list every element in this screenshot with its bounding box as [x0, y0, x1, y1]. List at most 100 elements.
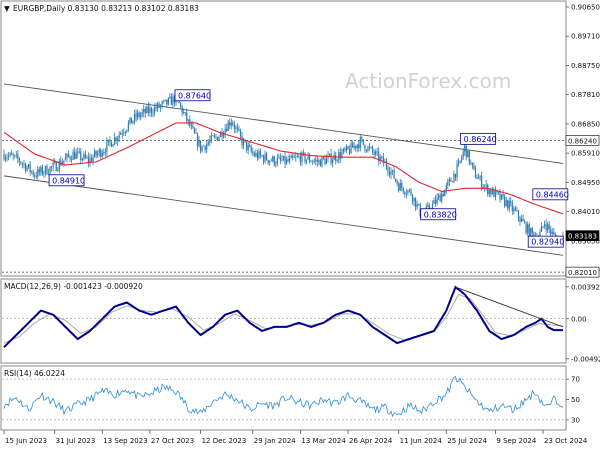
candle-body: [95, 150, 97, 156]
candle-body: [110, 142, 113, 147]
candle-body: [547, 224, 549, 231]
candle-body: [44, 166, 47, 173]
candle-body: [528, 224, 530, 238]
x-tick-label: 15 Jun 2023: [5, 437, 47, 445]
candle-body: [479, 176, 481, 178]
candle-body: [242, 139, 245, 146]
candle-body: [405, 193, 407, 195]
candle-body: [507, 200, 509, 209]
candle-body: [356, 144, 358, 149]
candle-body: [74, 151, 76, 159]
candle-body: [41, 167, 43, 175]
candle-body: [267, 160, 269, 163]
candle-body: [321, 157, 323, 167]
symbol-header: EURGBP,Daily 0.83130 0.83213 0.83102 0.8…: [13, 4, 199, 13]
candle-body: [385, 161, 387, 168]
candle-body: [318, 160, 320, 162]
candle-body: [184, 112, 186, 113]
x-tick-label: 13 Mar 2024: [301, 437, 346, 445]
candle-body: [72, 151, 74, 160]
candle-body: [285, 159, 288, 164]
candle-body: [256, 152, 258, 159]
candle-body: [442, 194, 444, 196]
candle-body: [500, 194, 503, 200]
candle-body: [499, 192, 501, 200]
macd-layer: 0.003928 0.00 -0.004929: [2, 283, 600, 363]
price-annotation: 0.83820: [420, 208, 457, 221]
candle-body: [246, 141, 248, 151]
candle-body: [155, 107, 157, 109]
candle-body: [465, 145, 467, 158]
candle-body: [362, 139, 364, 145]
candle-body: [533, 232, 535, 239]
candle-body: [34, 175, 36, 177]
rsi-y-tick-label: 30: [571, 416, 580, 424]
candle-body: [464, 145, 466, 152]
candle-body: [163, 100, 165, 102]
candle-body: [192, 125, 194, 128]
candle-body: [37, 169, 39, 177]
price-annotation: 0.86240: [460, 132, 497, 145]
candle-body: [233, 124, 235, 129]
candle-body: [115, 137, 117, 141]
candle-body: [94, 150, 96, 157]
price-level-label: 0.83183: [568, 233, 597, 241]
candle-body: [508, 200, 510, 209]
x-tick-label: 27 Oct 2023: [151, 437, 194, 445]
candle-body: [51, 166, 53, 168]
candle-body: [241, 136, 243, 146]
candle-body: [212, 135, 214, 137]
candle-body: [388, 171, 391, 175]
candle-body: [250, 146, 252, 152]
candle-body: [86, 157, 88, 158]
candle-body: [345, 146, 348, 151]
candle-body: [416, 204, 418, 208]
candle-body: [230, 122, 232, 126]
candle-body: [14, 155, 16, 156]
candle-body: [203, 145, 205, 147]
candle-body: [414, 197, 417, 208]
candle-body: [124, 131, 126, 133]
candle-body: [229, 122, 231, 126]
candle-body: [301, 152, 303, 163]
candle-body: [530, 228, 532, 238]
annotation-box: [527, 235, 564, 248]
candle-body: [279, 156, 282, 160]
candle-body: [459, 160, 461, 162]
candle-body: [24, 163, 27, 171]
macd-line: [3, 285, 563, 348]
candle-body: [173, 96, 176, 103]
candle-body: [201, 146, 203, 152]
candle-body: [319, 160, 321, 167]
x-tick-label: 9 Sep 2024: [496, 437, 536, 445]
macd-y-tick-label: -0.004929: [571, 355, 600, 363]
candle-body: [138, 112, 140, 117]
price-level-box: [565, 230, 600, 241]
candle-body: [328, 153, 331, 156]
candle-body: [408, 189, 411, 191]
candle-body: [307, 156, 309, 160]
candle-body: [312, 161, 314, 163]
candle-body: [69, 156, 71, 160]
candle-body: [524, 221, 526, 223]
annotation-box: [174, 89, 211, 102]
candle-body: [235, 127, 237, 129]
candle-body: [371, 147, 374, 153]
candle-body: [404, 192, 406, 195]
price-annotation: 0.82940: [527, 235, 564, 248]
candle-body: [232, 122, 234, 125]
candle-body: [196, 133, 199, 147]
candle-body: [364, 144, 366, 151]
candle-body: [226, 128, 228, 131]
rsi-line: [3, 376, 564, 418]
candle-body: [238, 128, 240, 131]
candle-body: [450, 179, 452, 182]
candle-body: [49, 166, 51, 174]
annotation-box: [532, 188, 569, 201]
candle-body: [258, 151, 260, 159]
candle-body: [525, 222, 527, 233]
candle-body: [8, 155, 10, 158]
candle-body: [553, 232, 555, 235]
candle-body: [413, 197, 415, 202]
